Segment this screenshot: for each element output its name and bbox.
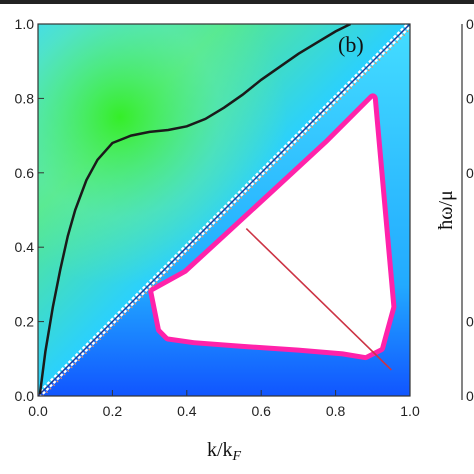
y-tick-label: 0.6 [15,165,35,181]
panel-label: (b) [338,32,364,57]
x-tick-label: 1.0 [400,403,420,419]
right-panel-ticks: 0 0 0 0 0 [466,16,474,404]
x-tick-label: 0.0 [28,403,48,419]
x-axis-label-sub: F [232,449,242,464]
right-panel-tick-label: 0 [466,388,474,404]
right-panel-tick-label: 0 [466,16,474,32]
y-tick-label: 0.8 [15,90,35,106]
right-panel-tick-label: 0 [466,314,474,330]
dispersion-curve [38,24,352,395]
x-axis-label-main: k/k [207,439,233,461]
top-frame-bar [0,0,474,4]
x-tick-label: 0.4 [177,403,197,419]
y-tick-label: 0.0 [15,388,35,404]
x-tick-label: 0.2 [103,403,123,419]
diagonal-spur-line [245,228,392,371]
heatmap-layer [38,24,410,396]
right-panel-label: ħω/μ [435,190,457,229]
x-tick-label: 0.8 [326,403,346,419]
plot-frame [37,23,411,397]
x-axis-ticks: 0.0 0.2 0.4 0.6 0.8 1.0 [28,390,420,419]
y-tick-label: 0.4 [15,239,35,255]
y-tick-label: 1.0 [15,16,35,32]
right-panel-tick-label: 0 [466,90,474,106]
continuum-edge-inner-line [38,24,410,396]
right-panel-tick-label: 0 [466,165,474,181]
x-tick-label: 0.6 [251,403,271,419]
x-axis-label: k/kF [207,439,242,464]
gap-white-region [153,98,392,356]
y-axis-ticks: 0.0 0.2 0.4 0.6 0.8 1.0 [15,16,44,404]
y-tick-label: 0.2 [15,314,35,330]
